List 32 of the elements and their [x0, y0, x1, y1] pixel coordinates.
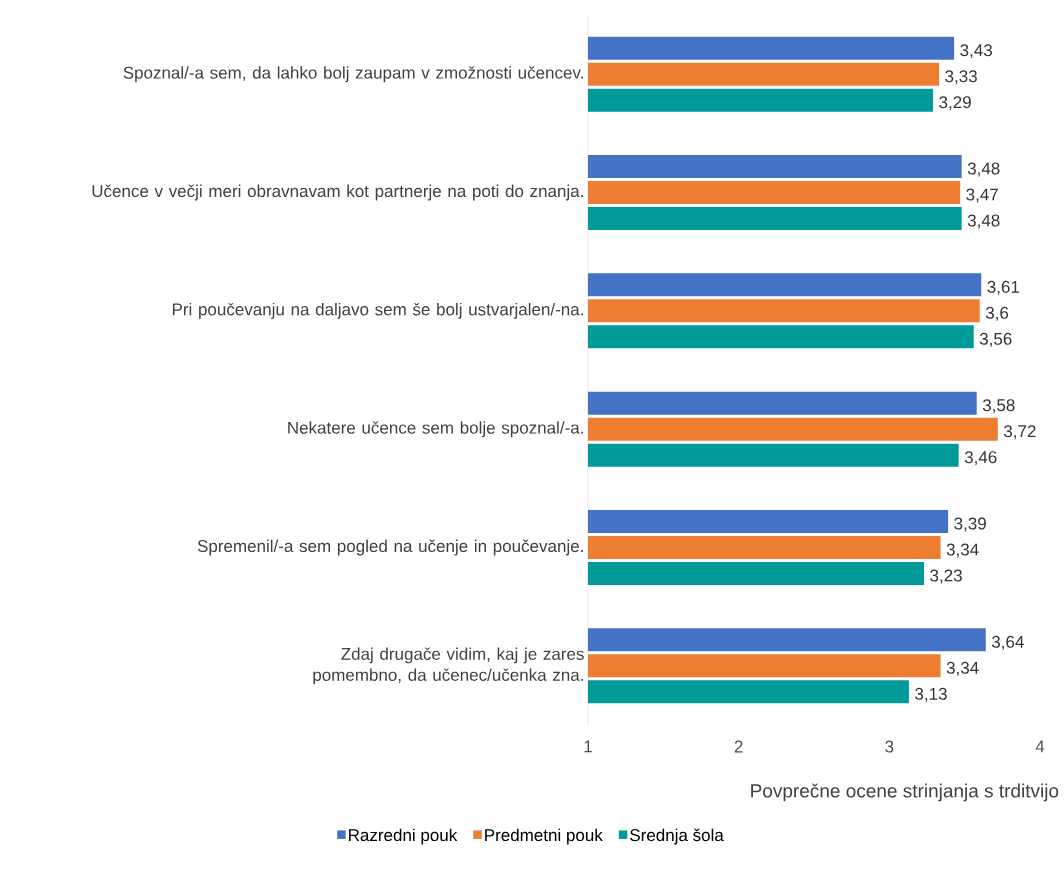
data-label: 3,29 [939, 96, 971, 111]
data-label: 3,61 [987, 280, 1020, 295]
y-tick-label: Nekatere učence sem bolje spoznal/-a. [288, 421, 583, 438]
data-label: 3,34 [946, 543, 979, 558]
data-label: 3,46 [964, 451, 997, 466]
data-label: 3,13 [915, 687, 947, 702]
y-tick-label: Spremenil/-a sem pogled na učenje in poučevanje. [197, 539, 583, 556]
data-label: 3,39 [954, 517, 986, 532]
data-label: 3,43 [960, 44, 992, 59]
legend-label: Srednja šola [630, 828, 724, 845]
x-tick-label: 3 [885, 740, 894, 753]
legend-label: Predmetni pouk [485, 828, 603, 845]
data-label: 3,58 [982, 399, 1015, 414]
y-tick-label: Pri poučevanju na daljavo sem še bolj ustvarjalen/-na. [172, 302, 583, 319]
x-tick-label: 2 [734, 740, 743, 753]
data-label: 3,23 [930, 569, 962, 584]
data-label: 3,48 [967, 214, 1000, 229]
data-label: 3,33 [945, 70, 977, 85]
y-tick-label: Učence v večji meri obravnavam kot partnerje na poti do znanja. [92, 184, 583, 201]
data-label: 3,56 [979, 332, 1012, 347]
x-tick-label: 4 [1035, 740, 1045, 753]
legend-label: Razredni pouk [349, 828, 458, 845]
y-tick-label: Spoznal/-a sem, da lahko bolj zaupam v zmožnosti učencev. [123, 66, 583, 83]
data-label: 3,48 [967, 162, 1000, 177]
x-tick-label: 1 [584, 740, 592, 753]
data-label: 3,6 [985, 306, 1009, 321]
data-label: 3,34 [946, 661, 979, 676]
data-label: 3,47 [966, 188, 998, 203]
data-label: 3,72 [1003, 425, 1036, 440]
data-label: 3,64 [991, 635, 1024, 650]
x-axis-title: Povprečne ocene strinjanja s trditvijo [751, 783, 1059, 802]
y-tick-label: Zdaj drugače vidim, kaj je zares pomembno, da učenec/učenka zna. [313, 647, 584, 685]
